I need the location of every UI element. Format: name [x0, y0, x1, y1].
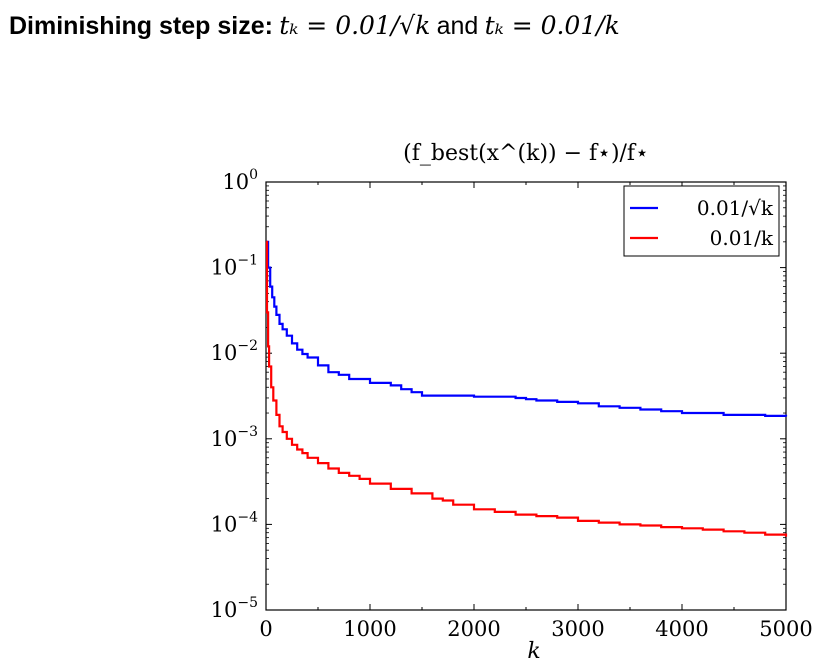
slide-title-expr-sqrt: tₖ = 0.01/√k: [279, 11, 431, 40]
series-line-sqrt-step: [266, 240, 788, 417]
y-tick-label: 10−3: [211, 424, 258, 451]
legend-entry: 0.01/k: [710, 226, 774, 250]
slide-title-and: and: [436, 12, 479, 40]
x-tick-label: 0: [259, 617, 272, 641]
slide-title-expr-inverse: tₖ = 0.01/k: [484, 11, 620, 40]
x-tick-label: 1000: [343, 617, 396, 641]
y-tick-label: 10−1: [211, 253, 258, 280]
slide-title: Diminishing step size: tₖ = 0.01/√k and …: [9, 8, 620, 45]
x-tick-label: 3000: [551, 617, 604, 641]
y-tick-label: 10−2: [211, 338, 258, 365]
legend-entry: 0.01/√k: [697, 196, 774, 220]
x-tick-label: 4000: [655, 617, 708, 641]
legend-box: [623, 185, 780, 257]
y-tick-label: 10−5: [211, 595, 258, 622]
x-tick-label: 2000: [447, 617, 500, 641]
x-axis-label: k: [527, 639, 540, 664]
chart-title: (f_best(x^(k)) − f⋆)/f⋆: [403, 141, 649, 166]
y-tick-label: 10−4: [211, 509, 258, 536]
x-tick-label: 5000: [759, 617, 812, 641]
series-line-inverse-step: [265, 240, 788, 537]
y-tick-label: 100: [222, 167, 258, 194]
slide-title-lead: Diminishing step size:: [9, 12, 273, 40]
